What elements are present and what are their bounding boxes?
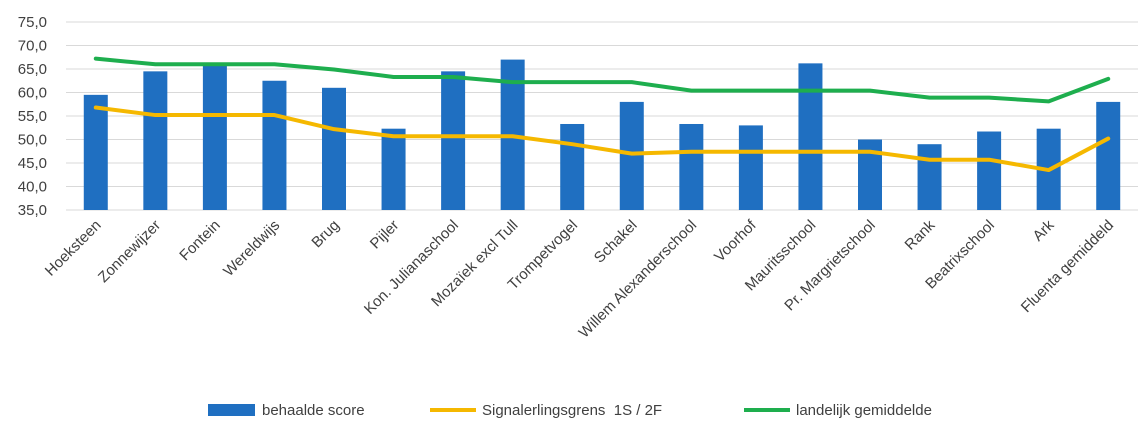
- bar: [679, 123, 704, 210]
- x-tick-label: Schakel: [591, 217, 641, 267]
- legend-label-signaleringsgrens: Signalerlingsgrens 1S / 2F: [482, 402, 662, 419]
- bar: [798, 63, 823, 210]
- y-tick-label: 40,0: [18, 179, 47, 196]
- x-tick-label: Zonnewijzer: [95, 217, 164, 286]
- bar: [977, 131, 1002, 210]
- y-axis-ticks: 35,0 40,0 45,0 50,0 55,0 60,0 65,0 70,0 75,0: [18, 14, 47, 219]
- legend-swatch-behaalde-score: [208, 404, 255, 416]
- legend-label-landelijk-gemiddelde: landelijk gemiddelde: [796, 402, 932, 419]
- x-tick-label: Fontein: [176, 217, 223, 264]
- y-tick-label: 75,0: [18, 14, 47, 31]
- x-tick-label: Rank: [902, 216, 939, 253]
- y-tick-label: 50,0: [18, 132, 47, 149]
- x-tick-label: Voorhof: [711, 216, 760, 265]
- y-tick-label: 65,0: [18, 61, 47, 78]
- legend: behaalde score Signalerlingsgrens 1S / 2…: [208, 402, 932, 419]
- y-tick-label: 70,0: [18, 38, 47, 55]
- x-tick-label: Willem Alexanderschool: [576, 217, 701, 342]
- bar: [381, 128, 406, 210]
- y-tick-label: 35,0: [18, 202, 47, 219]
- legend-label-behaalde-score: behaalde score: [262, 402, 365, 419]
- bar: [619, 101, 644, 210]
- x-tick-label: Pijler: [367, 217, 403, 253]
- bar: [1096, 101, 1121, 210]
- y-tick-label: 60,0: [18, 85, 47, 102]
- landelijk-gemiddelde-line: [93, 56, 1111, 104]
- bar: [917, 144, 942, 210]
- bar: [202, 64, 227, 210]
- x-tick-label: Wereldwijs: [220, 217, 283, 280]
- bar-series: [83, 59, 1121, 210]
- bar: [262, 80, 287, 210]
- x-tick-label: Brug: [308, 217, 342, 251]
- line-series: [93, 56, 1111, 173]
- x-tick-label: Ark: [1030, 216, 1058, 244]
- y-tick-label: 45,0: [18, 155, 47, 172]
- y-tick-label: 55,0: [18, 108, 47, 125]
- bar: [143, 71, 168, 210]
- bar: [738, 125, 763, 210]
- bar: [560, 123, 585, 210]
- bar: [83, 94, 108, 210]
- x-tick-label: Hoeksteen: [42, 217, 105, 280]
- bar: [322, 87, 346, 210]
- signaleringsgrens-line: [93, 105, 1111, 173]
- bar: [441, 71, 466, 210]
